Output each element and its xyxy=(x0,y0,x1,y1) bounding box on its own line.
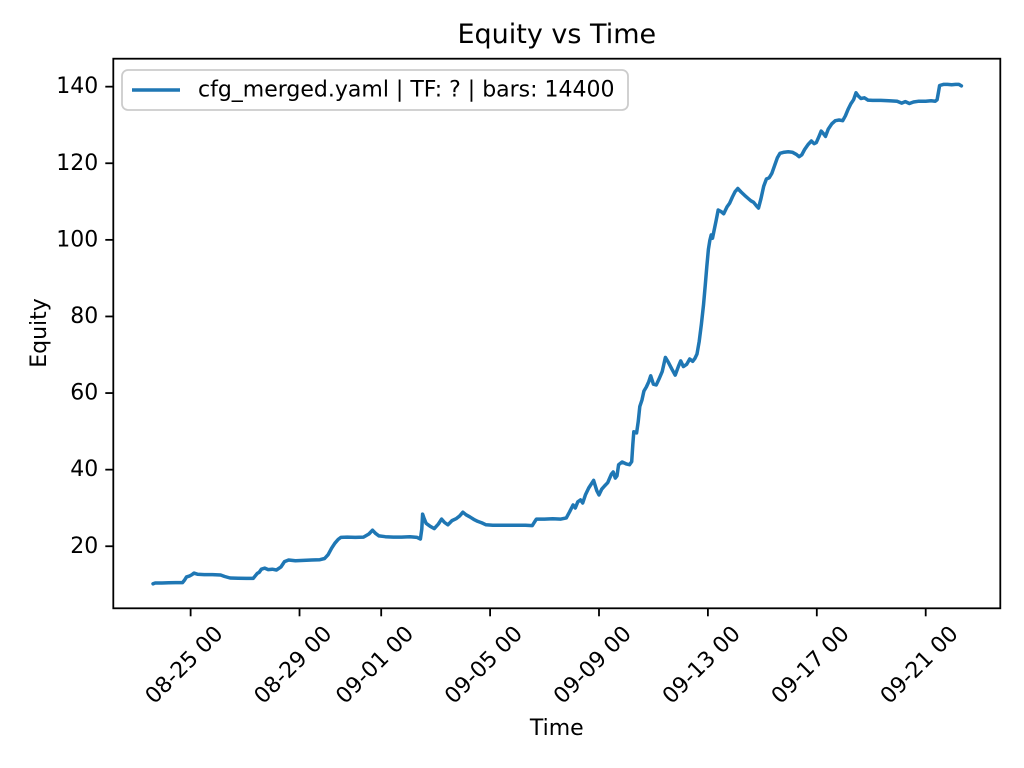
x-tick-label: 09-13 00 xyxy=(658,621,746,709)
y-tick-label: 20 xyxy=(70,534,98,559)
y-tick-label: 100 xyxy=(56,227,98,252)
y-tick-label: 140 xyxy=(56,74,98,99)
x-tick-label: 08-29 00 xyxy=(250,621,338,709)
y-axis-label: Equity xyxy=(27,298,52,368)
legend-box xyxy=(121,69,629,111)
y-tick-label: 80 xyxy=(70,304,98,329)
x-tick-label: 09-09 00 xyxy=(549,621,637,709)
y-tick-label: 40 xyxy=(70,457,98,482)
x-tick-label: 08-25 00 xyxy=(141,621,229,709)
legend-label: cfg_merged.yaml | TF: ? | bars: 14400 xyxy=(198,78,615,103)
chart-title: Equity vs Time xyxy=(457,19,656,50)
y-axis-ticks: 20 40 60 80 100 120 140 xyxy=(56,74,114,559)
x-axis-label: Time xyxy=(529,716,584,741)
x-tick-label: 09-21 00 xyxy=(876,621,964,709)
plot-area-border xyxy=(112,57,1002,610)
x-tick-label: 09-17 00 xyxy=(767,621,855,709)
x-tick-label: 09-01 00 xyxy=(331,621,419,709)
equity-curve xyxy=(151,82,964,586)
x-tick-label: 09-05 00 xyxy=(440,621,528,709)
y-tick-label: 120 xyxy=(56,151,98,176)
y-tick-label: 60 xyxy=(70,381,98,406)
legend: cfg_merged.yaml | TF: ? | bars: 14400 xyxy=(121,69,629,111)
